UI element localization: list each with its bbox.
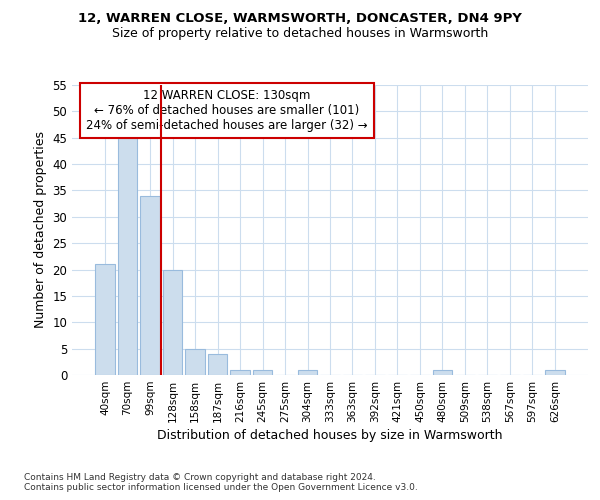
Text: Contains public sector information licensed under the Open Government Licence v3: Contains public sector information licen…	[24, 482, 418, 492]
Bar	[140, 196, 160, 375]
Bar	[230, 370, 250, 375]
Bar	[118, 138, 137, 375]
Bar	[185, 348, 205, 375]
Bar	[208, 354, 227, 375]
Y-axis label: Number of detached properties: Number of detached properties	[34, 132, 47, 328]
Bar	[163, 270, 182, 375]
Text: 12 WARREN CLOSE: 130sqm
← 76% of detached houses are smaller (101)
24% of semi-d: 12 WARREN CLOSE: 130sqm ← 76% of detache…	[86, 90, 368, 132]
Bar	[545, 370, 565, 375]
Bar	[433, 370, 452, 375]
Text: Size of property relative to detached houses in Warmsworth: Size of property relative to detached ho…	[112, 28, 488, 40]
X-axis label: Distribution of detached houses by size in Warmsworth: Distribution of detached houses by size …	[157, 429, 503, 442]
Bar	[298, 370, 317, 375]
Text: 12, WARREN CLOSE, WARMSWORTH, DONCASTER, DN4 9PY: 12, WARREN CLOSE, WARMSWORTH, DONCASTER,…	[78, 12, 522, 26]
Text: Contains HM Land Registry data © Crown copyright and database right 2024.: Contains HM Land Registry data © Crown c…	[24, 472, 376, 482]
Bar	[253, 370, 272, 375]
Bar	[95, 264, 115, 375]
